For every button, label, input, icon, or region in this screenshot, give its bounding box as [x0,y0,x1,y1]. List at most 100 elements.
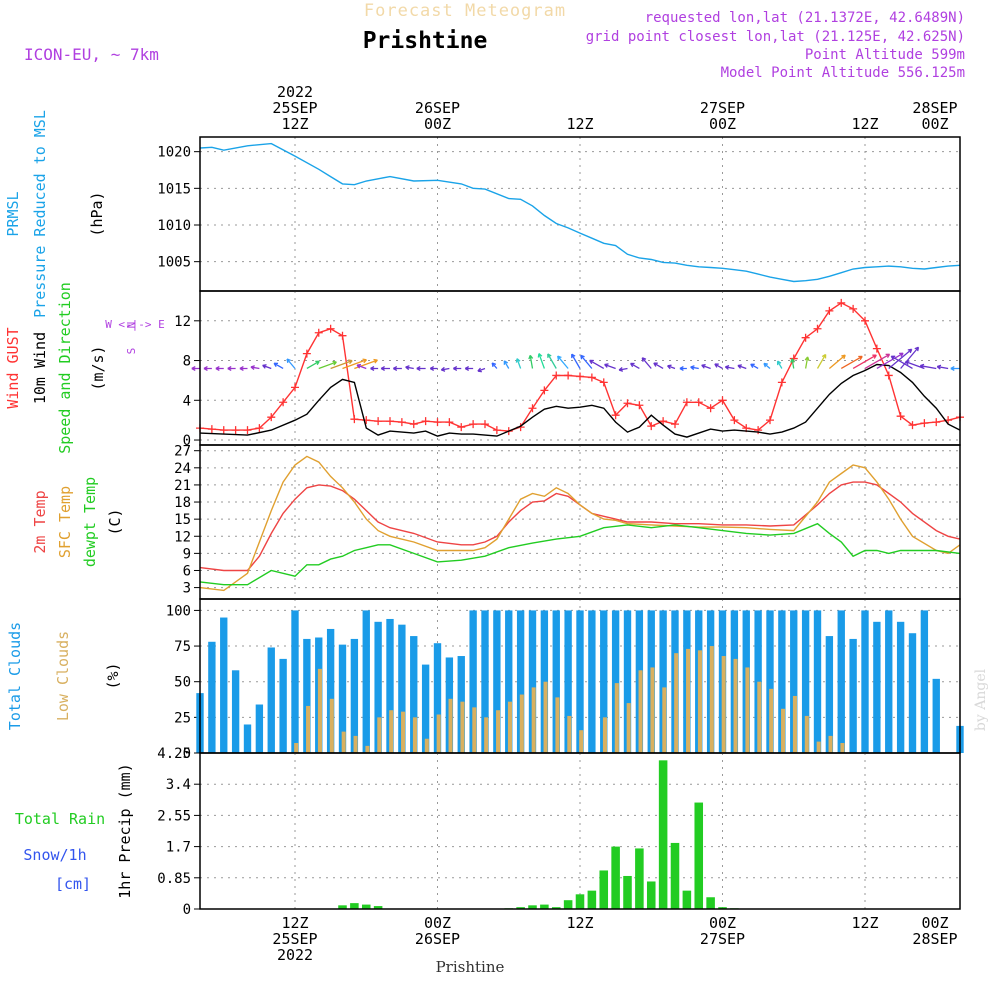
compass-west-east: W <-|-> E [105,318,165,331]
low-clouds-bar [840,743,845,753]
total-clouds-bar [469,610,477,753]
wind-direction-arrow [888,348,913,369]
sfc-temp-line [199,455,961,592]
total-clouds-bar [576,610,584,753]
low-clouds-bar [769,688,774,753]
wind-gust-marker [766,416,774,425]
wind-gust-marker [231,426,240,435]
clouds-panel: 0 25 50 75 100 Total Clouds Low Clouds (%) [6,598,964,762]
low-clouds-bar [507,701,512,753]
low-clouds-bar [792,695,797,753]
wind-gust-marker [932,418,941,427]
y-tick-label: 1010 [157,218,191,234]
y-tick-label: 1020 [157,145,191,161]
wind-gust-marker [350,415,359,424]
total-clouds-bar [386,618,394,753]
bottom-axis-label: 27SEP [700,930,745,948]
y-tick-label: 15 [174,512,191,528]
total-rain-bar [575,894,585,909]
total-clouds-bar [208,641,216,753]
y-tick-label: 4 [183,393,191,409]
wind-gust-marker [255,424,264,433]
y-tick-label: 21 [174,478,191,494]
wind-direction-arrow [453,366,462,371]
total-clouds-bar [790,610,798,753]
wind-gust-marker [884,371,893,380]
total-clouds-bar [896,621,905,753]
total-clouds-bar [374,621,382,753]
wind-gust-marker [623,399,632,408]
y-tick-label: 0.85 [157,871,191,887]
bottom-axis-label: 25SEP [272,930,317,948]
total-clouds-bar [481,610,489,753]
wind-direction-arrow [804,356,810,369]
low-clouds-bar [757,681,762,753]
low-clouds-bar [662,687,667,753]
wind-direction-arrow [215,366,224,371]
low-clouds-bar [484,717,489,753]
total-rain-bar [694,802,704,909]
wind-direction-arrow [890,355,913,370]
wind-direction-arrow [690,365,699,371]
top-axis-label: 00Z [921,115,948,133]
total-clouds-bar [778,610,786,753]
total-rain-bar [635,848,644,909]
total-rain-bar [350,903,359,909]
wind-direction-arrow [318,360,337,370]
low-clouds-bar [519,694,524,753]
model-altitude: Model Point Altitude 556.125m [721,65,965,81]
total-clouds-bar [813,610,822,753]
compass-south: S [125,348,138,355]
wind-direction-arrow [528,354,534,369]
low-clouds-bar [294,743,299,753]
total-clouds-bar [588,610,596,753]
wind-gust-marker [872,344,881,353]
wind-direction-arrow [239,366,248,371]
product-title: Forecast Meteogram [364,1,566,21]
total-clouds-bar [220,617,228,753]
y-tick-label: 0 [183,902,191,918]
low-clouds-bar [329,698,334,753]
wind-direction-arrow [936,364,949,370]
precip-side-label: Snow/1h [23,846,86,864]
y-tick-label: 8 [183,354,191,370]
bottom-axis-label: 2022 [277,946,313,964]
wind-direction-arrow [950,366,960,371]
wind-direction-arrow [604,363,616,370]
precip-side-label: Total Rain [15,810,105,828]
wind-gust-marker [481,420,489,429]
wind-direction-arrow [356,363,367,370]
wind-gust-marker [374,417,383,426]
footer-location: Prishtine [436,958,505,976]
wind-gust-marker [706,404,715,413]
precip-side-label: [cm] [55,875,91,893]
wind-gust-marker [528,404,537,413]
wind-gust-marker [279,398,288,407]
wind-direction-arrow [776,360,783,369]
total-rain-bar [551,907,561,909]
y-tick-label: 9 [183,546,191,562]
wind-gust-marker [267,413,276,422]
wind-direction-arrow [393,366,402,371]
y-tick-label: 3.4 [166,777,191,793]
low-clouds-bar [365,745,370,753]
total-clouds-bar [279,658,287,753]
precip-axis-label: 1hr Precip (mm) [116,763,134,898]
wind-gust-marker [635,401,644,410]
precip-frame [199,752,961,910]
total-rain-bar [599,870,609,909]
pressure-axis-label: PRMSL [4,191,22,236]
wind-direction-arrow [250,365,260,371]
total-clouds-bar [338,644,347,753]
pressure-axis-label: (hPa) [88,191,106,236]
top-axis-label: 12Z [851,115,878,133]
wind-gust-marker [492,426,501,435]
total-clouds-bar [291,610,299,753]
wind-direction-arrow [227,366,236,371]
top-axis-label: 2022 [277,83,313,101]
wind-gust-marker [599,378,608,387]
grid-point-coords: grid point closest lon,lat (21.125E, 42.… [586,29,965,45]
total-clouds-bar [849,638,857,753]
wind-gust-marker [825,306,834,315]
